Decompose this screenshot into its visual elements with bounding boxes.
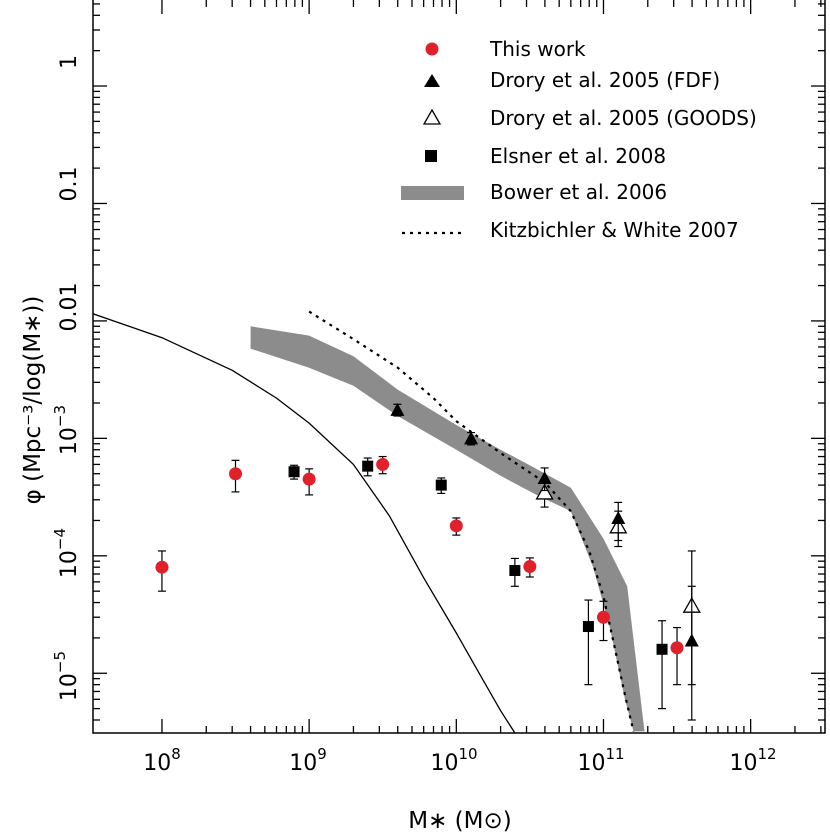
goods-point: [535, 483, 554, 500]
y-tick-labels: 1 0.1 0.01 10−3 10−4 10−5: [51, 55, 82, 701]
fdf-point: [390, 402, 405, 416]
legend-marker-elsner: [425, 150, 437, 162]
kitzbichler-2007-dotted-curve: [308, 310, 635, 732]
y-tick-label: 10−5: [51, 651, 82, 701]
x-tick-label: 1010: [430, 745, 477, 776]
elsner-point: [582, 621, 594, 633]
y-axis-title: φ (Mpc⁻³/log(M∗)): [20, 296, 46, 505]
legend-marker-goods: [422, 108, 442, 125]
elsner-point: [362, 460, 374, 472]
plot-frame: [92, 0, 826, 734]
legend-marker-fdf: [424, 74, 440, 87]
elsner-point: [656, 643, 668, 655]
elsner-point: [509, 564, 521, 576]
legend-label: Drory et al. 2005 (FDF): [490, 68, 720, 92]
legend-label: Bower et al. 2006: [490, 180, 667, 204]
y-tick-label: 10−3: [51, 405, 82, 455]
x-tick-labels: 108 109 1010 1011 1012: [143, 745, 776, 776]
this-work-point: [670, 641, 684, 655]
model-solid-curve: [93, 313, 516, 733]
legend-label: Drory et al. 2005 (GOODS): [490, 106, 757, 130]
x-tick-label: 109: [289, 745, 327, 776]
legend-label: Kitzbichler & White 2007: [490, 218, 739, 242]
this-work-point: [596, 610, 610, 624]
y-tick-label: 10−4: [51, 528, 82, 578]
legend-label: Elsner et al. 2008: [490, 144, 666, 168]
fdf-point: [464, 431, 479, 445]
this-work-point: [228, 467, 242, 481]
fdf-point: [611, 510, 626, 524]
y-tick-label: 1: [57, 55, 82, 69]
x-tick-label: 108: [143, 745, 181, 776]
legend-marker-this-work: [425, 42, 439, 56]
fdf-point: [537, 470, 552, 484]
bower-2006-band: [250, 326, 645, 732]
legend-marker-bower: [401, 186, 464, 200]
y-tick-label: 0.01: [57, 283, 82, 332]
y-tick-label: 0.1: [57, 167, 82, 202]
this-work-point: [523, 560, 537, 574]
legend-label: This work: [489, 37, 586, 61]
axis-ticks: [93, 0, 825, 733]
x-tick-label: 1012: [729, 745, 776, 776]
this-work-point: [302, 472, 316, 486]
this-work-point: [376, 457, 390, 471]
elsner-point: [288, 466, 300, 478]
elsner-point: [435, 479, 447, 491]
x-axis-title: M∗ (M⊙): [408, 808, 512, 834]
x-tick-label: 1011: [577, 745, 624, 776]
fdf-point: [684, 633, 699, 647]
this-work-point: [449, 519, 463, 533]
this-work-point: [155, 560, 169, 574]
data-points: [155, 402, 701, 721]
legend: This work Drory et al. 2005 (FDF) Drory …: [401, 37, 757, 242]
